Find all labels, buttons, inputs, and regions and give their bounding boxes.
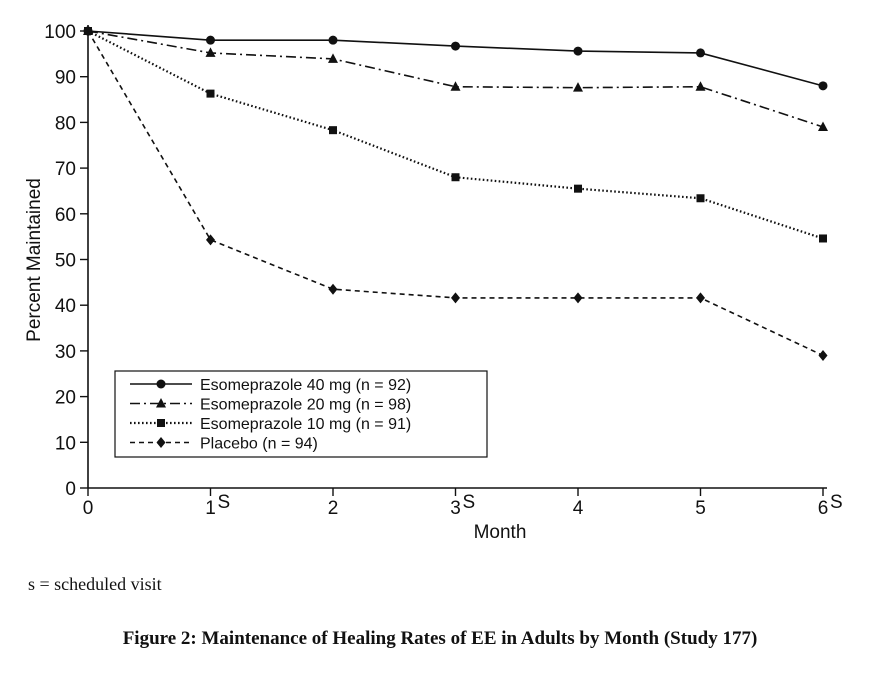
x-tick-label: 6 [818,498,829,519]
data-point [696,48,705,58]
data-point [574,184,582,193]
data-point [695,81,706,91]
legend-marker [156,379,166,389]
legend-label: Placebo (n = 94) [200,436,318,453]
y-tick-label: 80 [55,113,76,134]
series-layer [83,25,828,361]
series-line [87,30,824,87]
x-tick-superscript: S [218,492,231,513]
x-tick-label: 2 [328,498,339,519]
series-line [87,30,824,357]
data-point [206,89,215,98]
x-tick-label: 0 [83,498,94,519]
x-tick-label: 1 [205,498,216,519]
legend-marker [156,437,166,448]
y-tick-label: 40 [55,296,76,317]
series-line [87,30,824,240]
legend-label: Esomeprazole 10 mg (n = 91) [200,416,411,433]
data-point [573,82,583,92]
y-tick-label: 100 [44,22,76,43]
data-point [206,35,215,45]
data-point [451,41,460,51]
data-point [206,234,215,246]
legend-marker [157,419,165,427]
y-tick-label: 90 [55,68,76,89]
data-point [818,349,828,361]
data-point [696,292,705,304]
footnote: s = scheduled visit [28,574,162,594]
y-tick-label: 30 [55,342,76,363]
x-axis-label: Month [474,522,527,543]
data-point [328,283,338,295]
series-3 [84,27,827,243]
legend-label: Esomeprazole 40 mg (n = 92) [200,377,411,394]
series-2 [83,25,828,131]
y-tick-label: 20 [55,388,76,409]
data-point [573,292,583,304]
y-tick-label: 60 [55,205,76,226]
series-4 [83,25,828,361]
y-tick-label: 0 [65,479,76,500]
legend-label: Esomeprazole 20 mg (n = 98) [200,397,411,414]
data-point [83,25,93,37]
data-point [451,292,460,304]
y-tick-label: 70 [55,159,76,180]
data-point [818,121,828,131]
x-tick-superscript: S [830,492,843,513]
data-point [328,53,338,63]
y-tick-label: 10 [55,433,76,454]
data-point [696,194,705,203]
y-axis-label: Percent Maintained [24,178,45,342]
data-point [328,35,338,45]
data-point [819,234,827,243]
data-point [818,81,828,91]
y-tick-label: 50 [55,251,76,272]
data-point [450,81,461,91]
x-tick-label: 4 [573,498,584,519]
figure-caption: Figure 2: Maintenance of Healing Rates o… [122,628,758,649]
legend-marker [156,398,166,408]
x-tick-superscript: S [463,492,476,513]
x-tick-label: 5 [695,498,706,519]
data-point [451,173,460,182]
legend: Esomeprazole 40 mg (n = 92) Esomeprazole … [114,370,488,458]
x-tick-label: 3 [450,498,461,519]
data-point [573,46,583,56]
series-1 [83,26,828,91]
data-point [205,47,216,57]
data-point [329,126,337,135]
